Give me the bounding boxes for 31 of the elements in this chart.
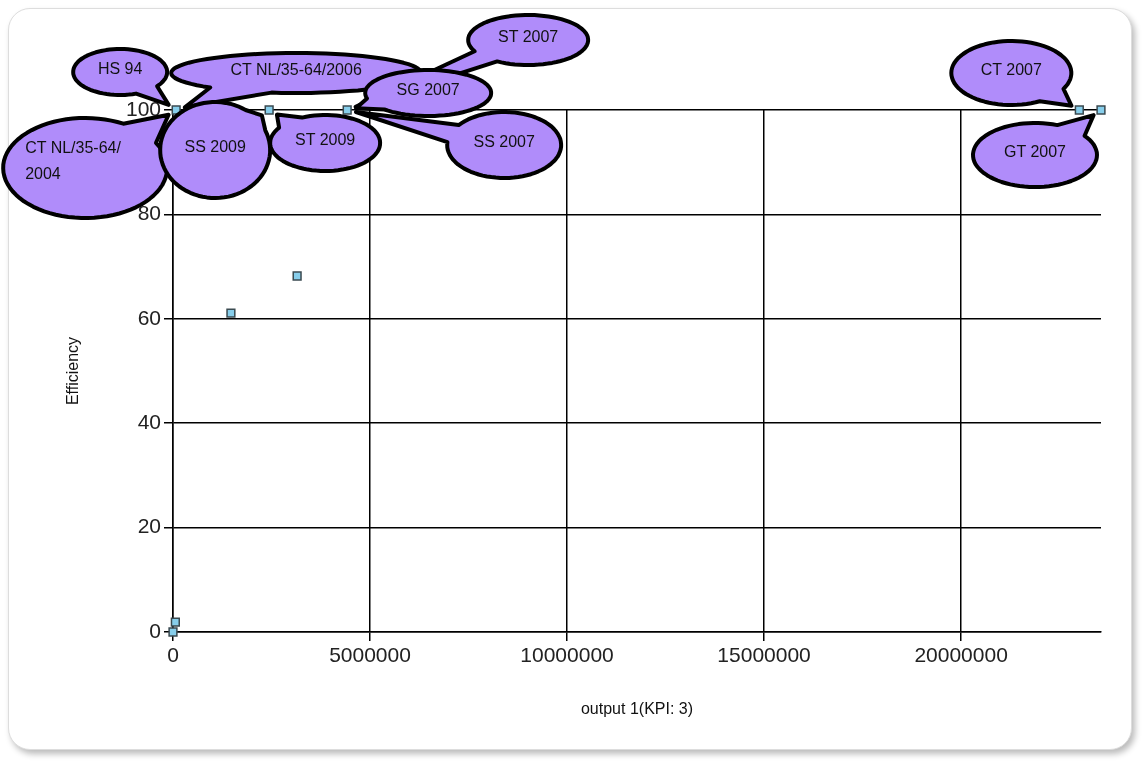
point [1096,105,1106,115]
point [1074,105,1084,115]
text: CT NL/35-64/2006 [230,61,362,78]
annotation: SS 2009 [184,138,246,155]
y-tick-label: 40 [137,410,161,433]
x-tick-label: 0 [167,643,179,667]
point [292,271,302,281]
text: HS 94 [97,60,143,77]
y-tick-label: 80 [137,201,161,225]
point [168,627,178,637]
annotation: SS 2007 [473,133,535,150]
point [226,308,236,318]
x-axis-title: output 1(KPI: 3) [580,699,694,717]
text: CT 2007 [980,61,1042,78]
annotation: GT 2007 [1004,143,1067,160]
y-tick-label: 100 [125,96,161,120]
point [342,105,352,115]
point [264,105,274,115]
text: SG 2007 [396,81,460,98]
point [170,617,180,627]
annotation: ST 2009 [295,131,356,148]
text: CT NL/35-64/2004 [25,139,122,182]
y-tick-label: 20 [137,514,161,538]
x-tick-label: 15000000 [717,643,811,667]
y-tick-label: 60 [137,305,161,329]
x-tick-label: 5000000 [329,643,411,667]
y-axis-title: Efficiency [64,336,82,406]
x-tick-label: 10000000 [520,643,614,667]
text: ST 2007 [498,28,559,45]
x-tick-label: 20000000 [914,643,1008,667]
y-tick-label: 0 [149,618,161,642]
